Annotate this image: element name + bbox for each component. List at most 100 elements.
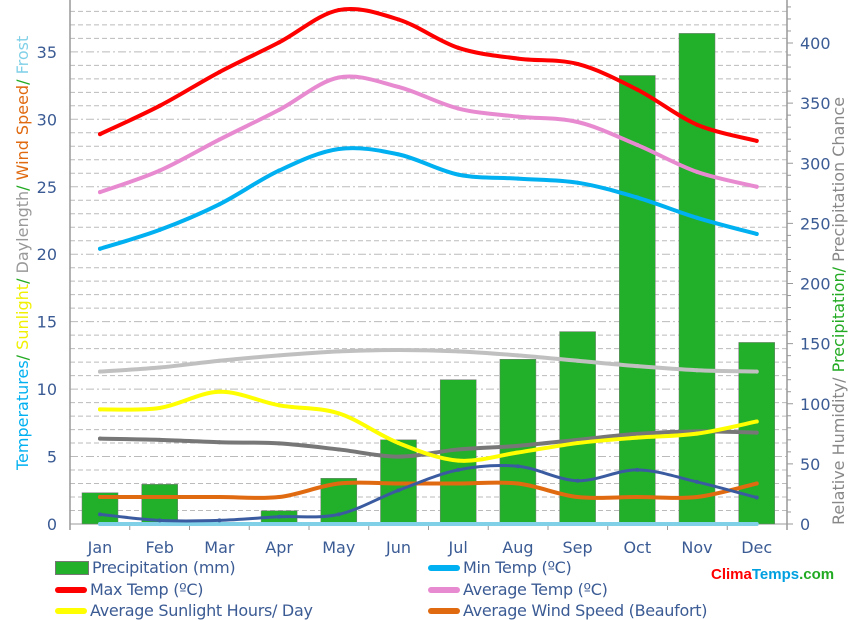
- series-line-min-temp-c-: [98, 146, 759, 251]
- axis-title-part: Temperatures: [13, 360, 32, 471]
- data-point: [157, 405, 162, 410]
- axis-title-part: /: [13, 350, 32, 360]
- axis-title-part: Precipitation Chance: [829, 97, 848, 262]
- data-point: [695, 122, 699, 127]
- left-tick-label: 30: [37, 110, 57, 129]
- data-point: [515, 56, 520, 61]
- data-point: [217, 202, 222, 207]
- data-point: [157, 103, 162, 108]
- x-tick-label: Oct: [623, 538, 651, 557]
- data-point: [575, 441, 580, 446]
- data-point: [695, 522, 699, 526]
- climatemps-logo[interactable]: ClimaTemps.com: [711, 566, 834, 583]
- axis-title-part: Relative Humidity/: [829, 372, 848, 525]
- data-point: [336, 512, 341, 517]
- data-point: [277, 441, 282, 446]
- data-point: [217, 137, 222, 142]
- right-tick-label: 400: [800, 34, 831, 53]
- data-point: [575, 61, 580, 66]
- logo-part: .com: [799, 566, 835, 583]
- data-point: [635, 87, 640, 92]
- data-point: [575, 478, 580, 483]
- data-point: [277, 522, 282, 526]
- axis-title-part: Frost: [13, 36, 32, 75]
- legend-sunlight: Average Sunlight Hours/ Day: [55, 601, 313, 620]
- left-tick-label: 25: [37, 178, 57, 197]
- data-point: [336, 481, 341, 486]
- data-point: [157, 495, 162, 500]
- left-tick-label: 10: [37, 380, 57, 399]
- precipitation-bar: [141, 484, 178, 525]
- x-tick-label: Aug: [502, 538, 533, 557]
- legend-min-temp: Min Temp (ºC): [428, 558, 572, 577]
- right-axis-title: Relative Humidity/ Precipitation/ Precip…: [829, 97, 848, 525]
- data-point: [217, 358, 222, 363]
- data-point: [515, 481, 520, 486]
- series-line-daylength: [98, 347, 759, 374]
- data-point: [336, 146, 341, 151]
- legend-wind: Average Wind Speed (Beaufort): [428, 601, 707, 620]
- data-point: [217, 440, 222, 445]
- data-point: [98, 436, 102, 441]
- legend-label: Max Temp (ºC): [90, 580, 204, 599]
- data-point: [754, 522, 759, 526]
- axis-title-part: Daylength: [13, 191, 32, 274]
- data-point: [396, 347, 401, 352]
- data-point: [635, 435, 640, 440]
- data-point: [157, 227, 162, 232]
- right-tick-label: 300: [800, 154, 831, 173]
- data-point: [336, 522, 341, 526]
- x-tick-label: Feb: [146, 538, 174, 557]
- legend-label: Min Temp (ºC): [463, 558, 572, 577]
- legend-label: Average Temp (ºC): [463, 580, 608, 599]
- data-point: [754, 495, 759, 500]
- right-tick-label: 200: [800, 275, 831, 294]
- left-tick-label: 5: [47, 448, 57, 467]
- legend-max-temp: Max Temp (ºC): [55, 580, 203, 599]
- data-point: [217, 495, 222, 500]
- axis-title-part: /: [13, 74, 32, 84]
- series-line-average-wind-speed-beaufort-: [98, 480, 759, 501]
- data-point: [754, 430, 759, 435]
- data-point: [575, 358, 580, 363]
- data-point: [396, 522, 401, 526]
- series-line-precipitation-chance: [98, 464, 759, 523]
- legend-label: Precipitation (mm): [92, 558, 236, 577]
- right-tick-label: 150: [800, 335, 831, 354]
- precipitation-bar: [619, 75, 656, 525]
- data-point: [396, 441, 401, 446]
- data-point: [98, 512, 102, 517]
- data-point: [277, 353, 282, 358]
- data-point: [456, 45, 461, 50]
- data-point: [575, 437, 580, 442]
- data-point: [515, 176, 520, 181]
- legend-swatch: [428, 607, 460, 614]
- left-tick-label: 15: [37, 313, 57, 332]
- data-point: [217, 389, 222, 394]
- legend-precipitation: Precipitation (mm): [55, 558, 236, 577]
- legend-swatch: [428, 564, 460, 571]
- data-point: [277, 107, 282, 112]
- data-point: [456, 106, 461, 111]
- data-point: [157, 168, 162, 173]
- logo-part: Clima: [711, 566, 752, 583]
- data-point: [396, 17, 401, 22]
- axis-title-part: /: [13, 180, 32, 190]
- data-point: [336, 75, 341, 80]
- data-point: [98, 132, 102, 137]
- data-point: [98, 369, 102, 374]
- axis-title-part: Sunlight: [13, 284, 32, 350]
- data-point: [575, 180, 580, 185]
- data-point: [98, 190, 102, 195]
- left-axis-title: Temperatures/ Sunlight/ Daylength/ Wind …: [13, 36, 32, 471]
- data-point: [157, 522, 162, 526]
- data-point: [336, 447, 341, 452]
- data-point: [695, 215, 699, 220]
- precipitation-bar: [499, 359, 537, 525]
- data-point: [157, 365, 162, 370]
- data-point: [456, 467, 461, 472]
- data-point: [515, 522, 520, 526]
- x-tick-label: Jan: [87, 538, 113, 557]
- data-point: [217, 70, 222, 75]
